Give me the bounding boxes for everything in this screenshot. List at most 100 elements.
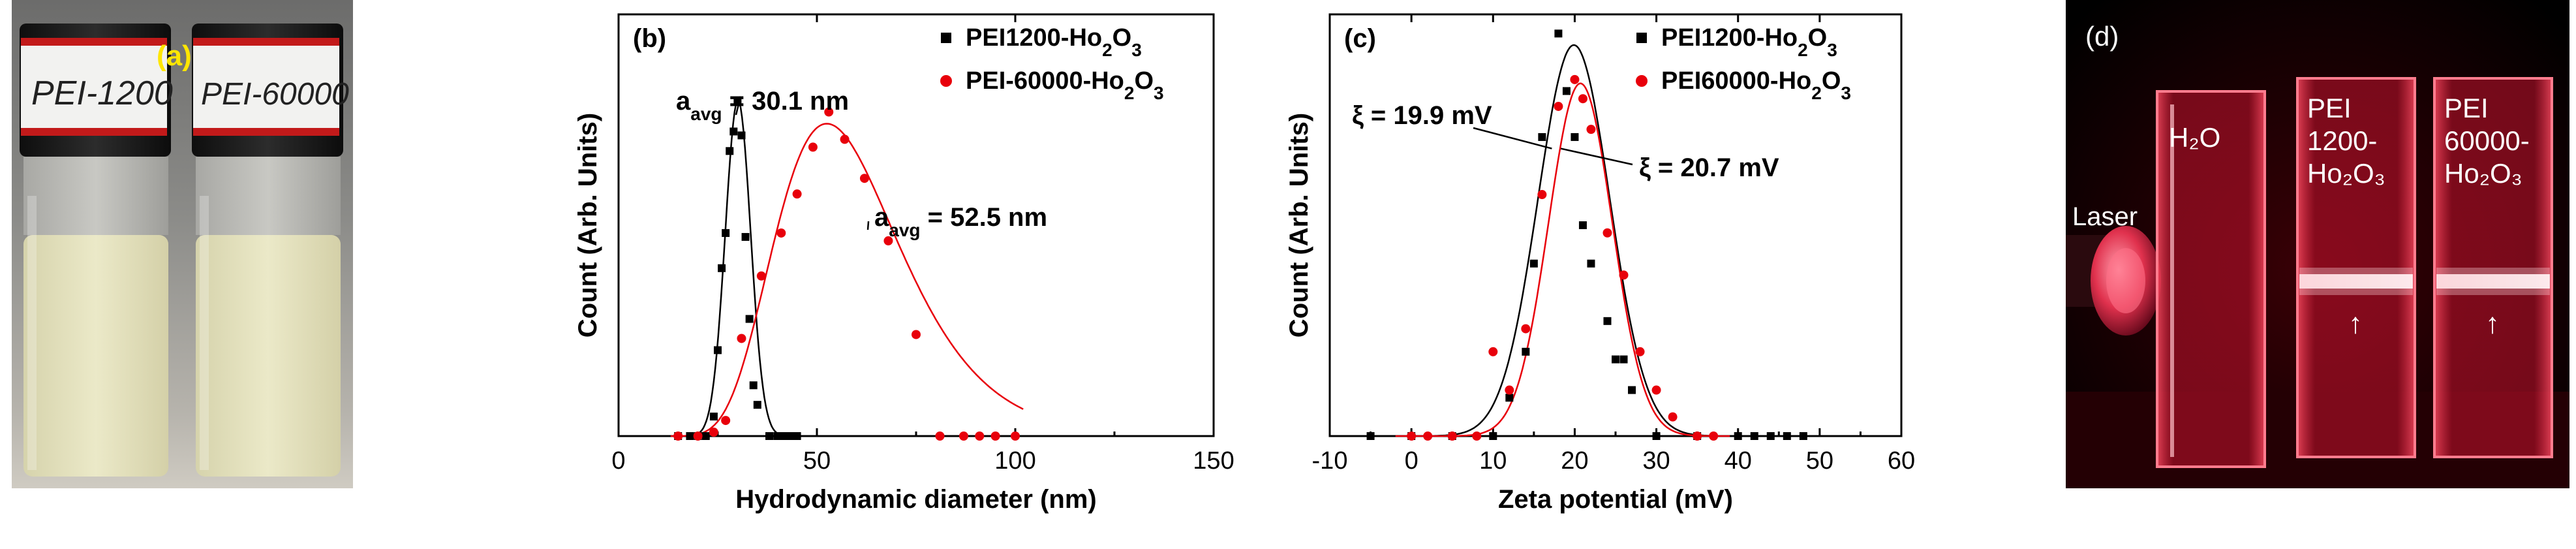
cuvette-water: H₂O xyxy=(2156,90,2266,468)
data-point-circle xyxy=(1693,431,1702,441)
x-axis-label: Hydrodynamic diameter (nm) xyxy=(735,485,1096,514)
data-point-square xyxy=(1529,259,1538,268)
data-point-circle xyxy=(737,334,746,343)
laser-pointer xyxy=(2066,226,2161,336)
vial-right: PEI-60000 xyxy=(192,24,349,477)
vial-left-label: PEI-1200 xyxy=(31,74,173,112)
legend-entry: PEI60000-Ho2O3 xyxy=(1661,67,1851,103)
panel-d-label: (d) xyxy=(2085,21,2119,52)
laser-label: Laser xyxy=(2072,202,2138,231)
data-point-square xyxy=(718,264,726,272)
data-point-square xyxy=(1766,432,1775,440)
data-point-circle xyxy=(1709,431,1719,441)
cuvette-water-label: H₂O xyxy=(2169,122,2220,153)
scatter-arrow-1: ↑ xyxy=(2348,307,2363,339)
panel-c-chart: -10 0 10 20 30 40 50 60 Zeta potential (mV) Coun… xyxy=(1266,0,1918,546)
data-point-circle xyxy=(673,431,683,441)
data-point-square xyxy=(709,413,718,421)
x-tick-label: 150 xyxy=(1193,447,1234,475)
data-point-square xyxy=(1571,133,1579,141)
data-point-square xyxy=(1505,394,1514,402)
data-point-square xyxy=(1619,355,1628,364)
cuvette-pei60000: PEI 60000- Ho₂O₃ ↑ xyxy=(2433,77,2553,458)
cuvette-pei1200-label-1: PEI xyxy=(2307,93,2352,123)
cuvette-pei60000-label-1: PEI xyxy=(2444,93,2489,123)
data-point-square xyxy=(1522,347,1530,356)
data-point-circle xyxy=(1011,431,1020,441)
data-point-circle xyxy=(859,174,869,183)
legend-marker xyxy=(941,33,951,43)
annotation-aavg-60000: aavg = 52.5 nm xyxy=(874,203,1047,240)
data-point-square xyxy=(1799,432,1807,440)
data-point-square xyxy=(793,432,801,440)
cuvette-pei1200-label-2: 1200- xyxy=(2307,125,2377,156)
x-tick-label: 50 xyxy=(803,447,831,475)
y-axis-label: Count (Arb. Units) xyxy=(1285,113,1313,337)
data-point-circle xyxy=(1586,125,1596,134)
panel-a-photo: PEI-1200 PEI-60000 (a) xyxy=(12,0,353,488)
data-point-circle xyxy=(990,431,1000,441)
data-point-circle xyxy=(1488,347,1498,356)
data-point-square xyxy=(714,346,722,354)
x-tick-label: 10 xyxy=(1479,447,1507,475)
x-tick-label: 30 xyxy=(1642,447,1670,475)
legend-entry: PEI1200-Ho2O3 xyxy=(966,24,1142,60)
data-point-circle xyxy=(1578,94,1587,104)
data-point-circle xyxy=(958,431,968,441)
legend-entry: PEI1200-Ho2O3 xyxy=(1661,24,1837,60)
annotation-arrow-zeta-1200 xyxy=(1473,127,1552,149)
data-point-circle xyxy=(1423,431,1433,441)
data-point-circle xyxy=(721,416,731,426)
data-point-circle xyxy=(1635,347,1645,356)
annotation-aavg-1200: aavg = 30.1 nm xyxy=(676,87,849,124)
data-point-square xyxy=(729,127,738,136)
data-point-square xyxy=(1652,432,1661,440)
data-point-circle xyxy=(975,431,985,441)
annotation-zeta-60000: ξ = 20.7 mV xyxy=(1639,153,1779,182)
data-point-square xyxy=(686,432,694,440)
data-point-square xyxy=(1554,29,1563,38)
data-point-square xyxy=(737,131,746,140)
data-point-circle xyxy=(1472,431,1482,441)
data-point-circle xyxy=(709,428,718,437)
cuvette-pei60000-label-3: Ho₂O₃ xyxy=(2444,158,2522,189)
data-point-circle xyxy=(1651,385,1661,395)
data-point-square xyxy=(1489,432,1497,440)
data-point-square xyxy=(1578,221,1587,229)
x-tick-label: 60 xyxy=(1888,447,1915,475)
x-tick-label: 20 xyxy=(1561,447,1588,475)
legend-marker xyxy=(1636,75,1648,87)
data-point-square xyxy=(1562,87,1571,95)
data-point-circle xyxy=(1407,431,1417,441)
cuvette-pei1200-label-3: Ho₂O₃ xyxy=(2307,158,2385,189)
data-point-circle xyxy=(912,330,921,339)
tyndall-image: Laser H₂O PEI 1200- Ho₂O₃ ↑ PEI 60000- H… xyxy=(2066,0,2569,488)
cuvette-pei1200: PEI 1200- Ho₂O₃ ↑ xyxy=(2296,77,2416,458)
panel-b-chart: 0 50 100 150 Hydrodynamic diameter (nm) Coun… xyxy=(561,0,1266,546)
data-point-square xyxy=(1538,133,1546,141)
data-point-square xyxy=(701,432,710,440)
data-point-square xyxy=(1612,355,1619,364)
legend-marker xyxy=(1636,33,1647,43)
fit-curve-0 xyxy=(670,99,805,437)
data-point-circle xyxy=(1602,228,1612,238)
y-axis-label: Count (Arb. Units) xyxy=(574,113,602,337)
data-point-circle xyxy=(1537,190,1547,200)
data-point-square xyxy=(749,381,758,390)
panel-d-photo: Laser H₂O PEI 1200- Ho₂O₃ ↑ PEI 60000- H… xyxy=(2066,0,2569,488)
data-point-circle xyxy=(1554,101,1563,111)
data-point-square xyxy=(1783,432,1791,440)
data-point-square xyxy=(1734,432,1742,440)
data-point-circle xyxy=(883,236,893,245)
legend-marker xyxy=(940,75,952,87)
fit-curve-1 xyxy=(1395,82,1730,437)
data-point-square xyxy=(722,228,730,237)
data-point-square xyxy=(1587,259,1595,268)
data-point-circle xyxy=(1668,412,1678,422)
data-point-square xyxy=(741,232,750,241)
panel-label: (c) xyxy=(1344,24,1376,53)
data-point-circle xyxy=(792,189,802,199)
dls-chart: 0 50 100 150 Hydrodynamic diameter (nm) Coun… xyxy=(574,13,1234,514)
fit-curve-1 xyxy=(670,123,1024,437)
data-point-circle xyxy=(1505,385,1514,395)
